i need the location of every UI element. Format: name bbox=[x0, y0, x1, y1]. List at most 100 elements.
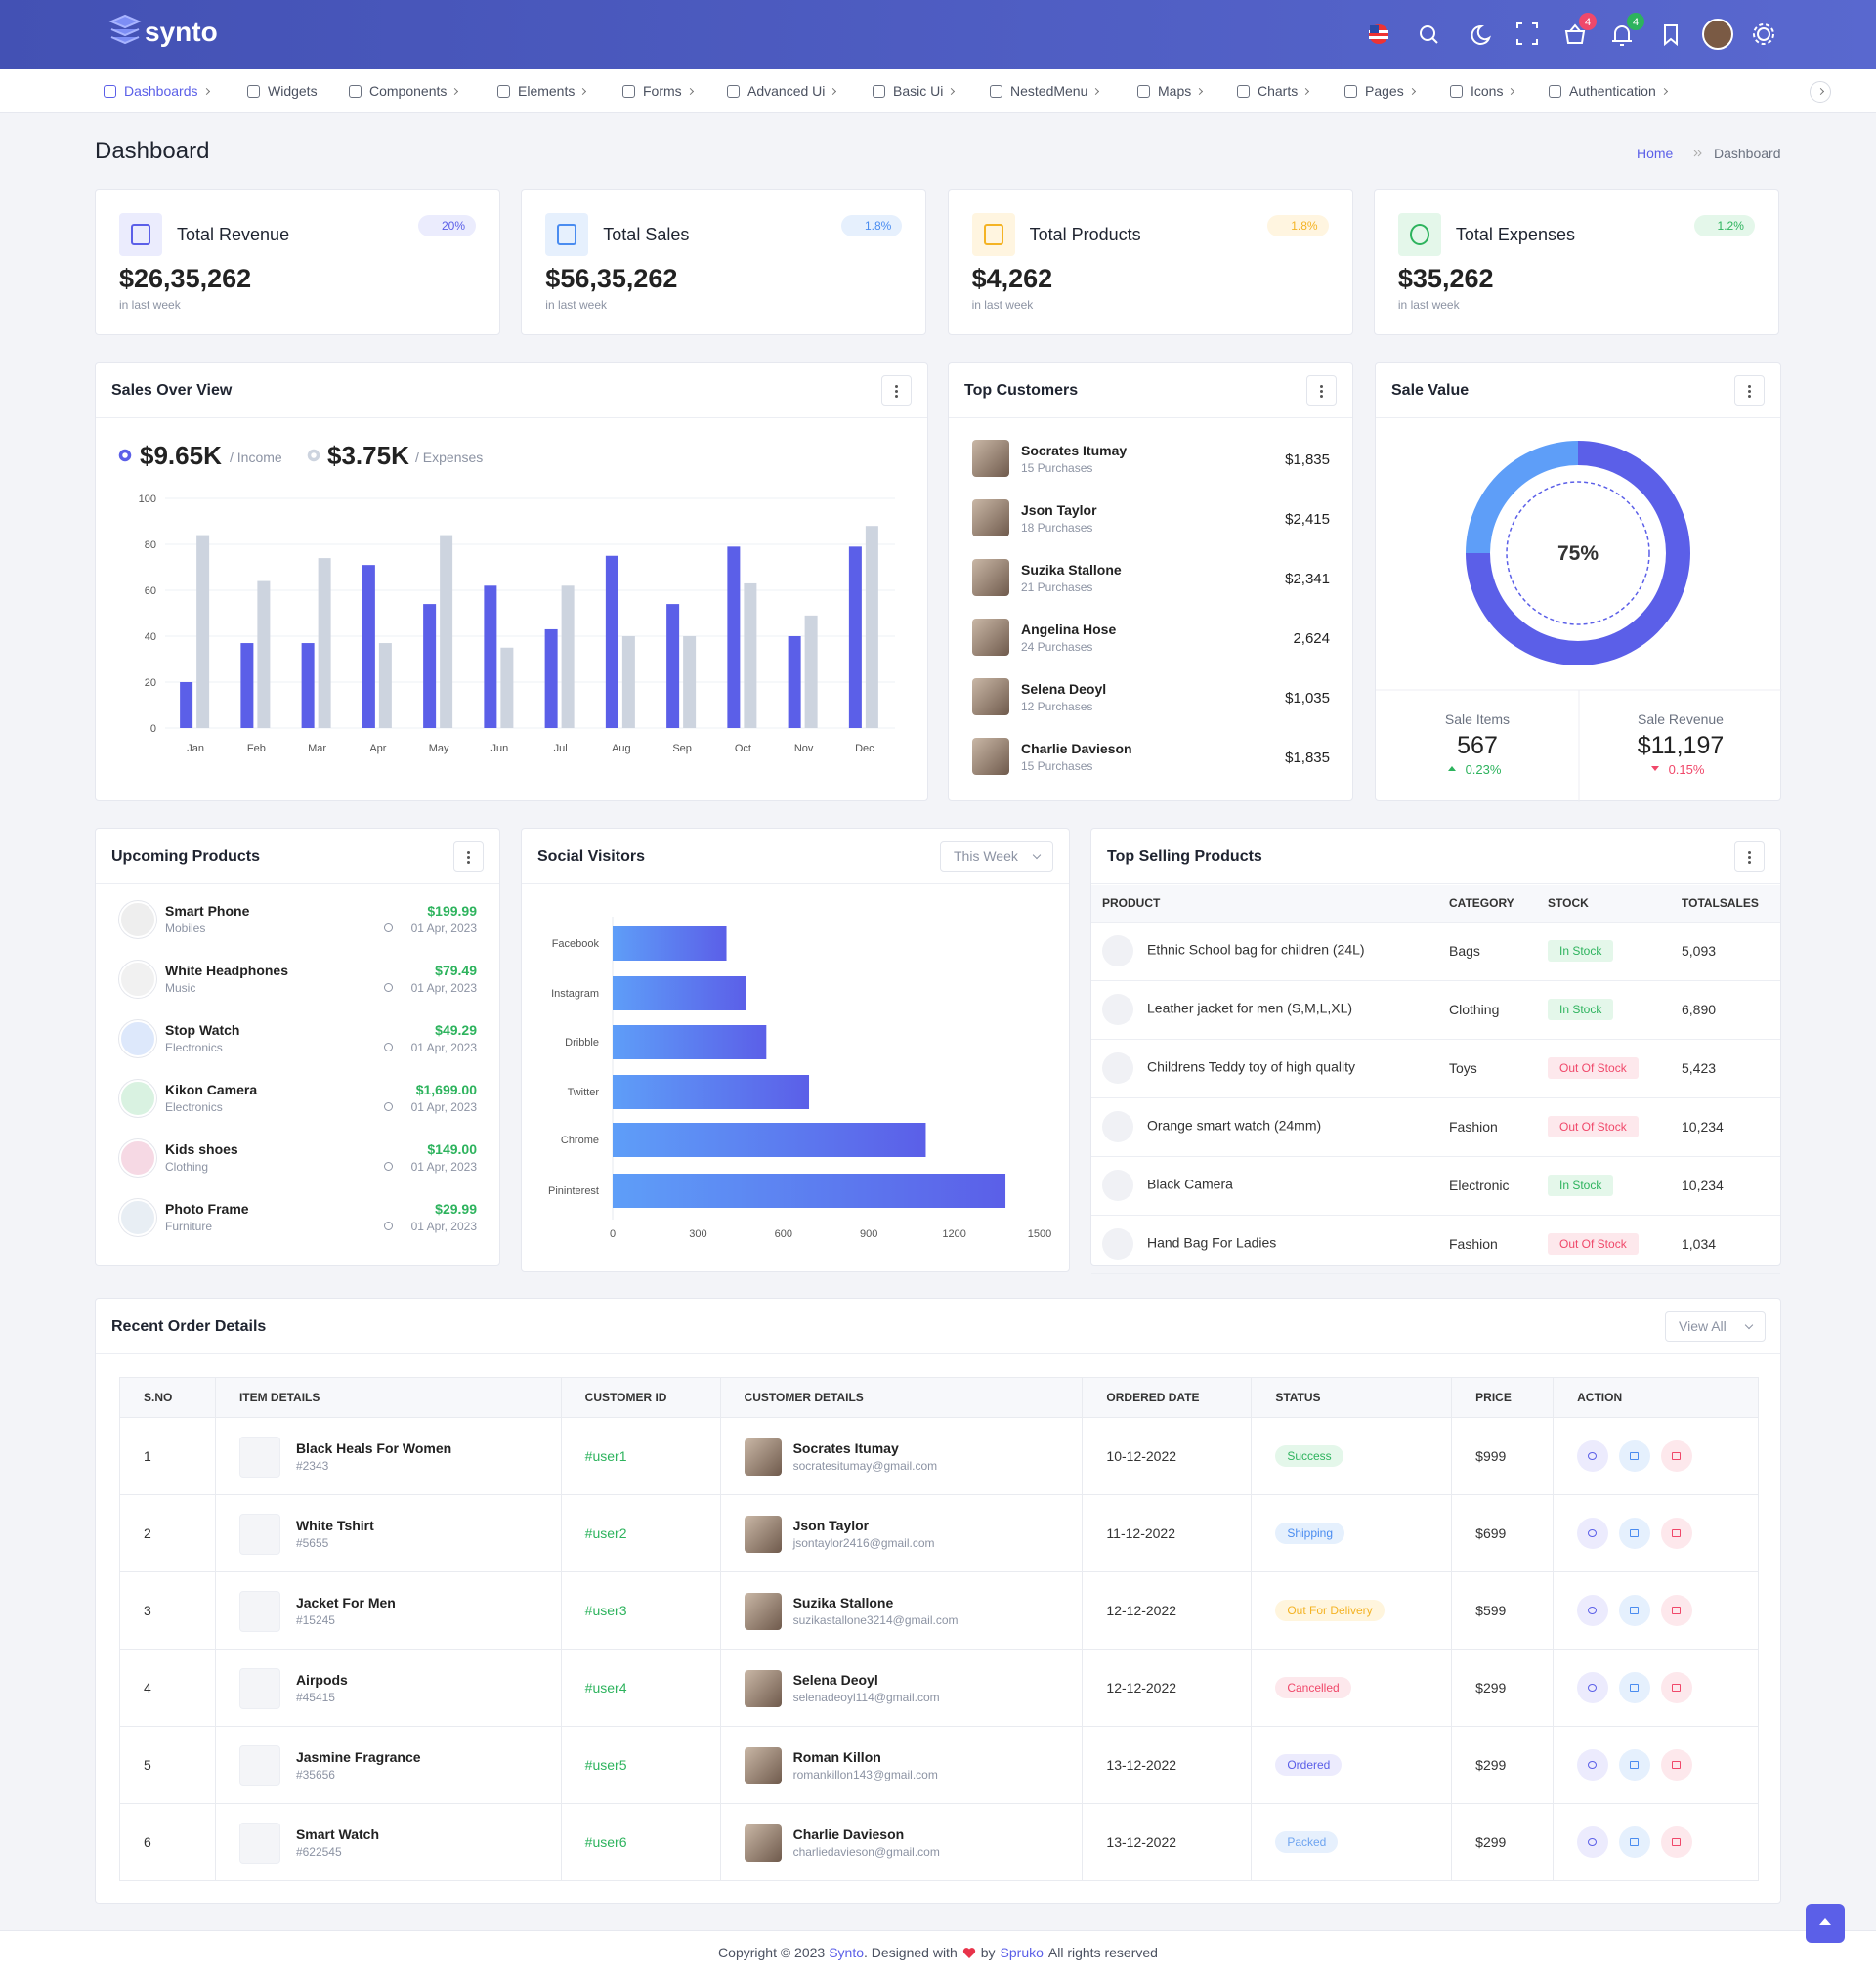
scroll-top[interactable] bbox=[1806, 1904, 1845, 1943]
stat-change: 1.2% bbox=[1693, 215, 1755, 236]
action-glyph bbox=[1672, 1838, 1682, 1846]
customer-avatar bbox=[744, 1824, 782, 1862]
view-all-button[interactable]: View All bbox=[1665, 1311, 1766, 1342]
dot bbox=[1748, 856, 1751, 859]
nav-icon bbox=[349, 85, 362, 98]
edit-button[interactable] bbox=[1619, 1826, 1651, 1858]
nav-chevron bbox=[1660, 87, 1668, 96]
bar bbox=[544, 628, 558, 728]
nav-label: Charts bbox=[1258, 83, 1299, 99]
inner-ring bbox=[1506, 481, 1650, 625]
cart-badge bbox=[1579, 13, 1597, 30]
menu-button[interactable] bbox=[1734, 841, 1765, 872]
delete-button[interactable] bbox=[1661, 1749, 1693, 1781]
item-name: Black Heals For Women bbox=[295, 1439, 452, 1456]
legend-total: $3.75K bbox=[327, 441, 409, 470]
product-icon bbox=[119, 1080, 156, 1117]
table-cell: Toys bbox=[1438, 1039, 1537, 1097]
pie-slice bbox=[1466, 441, 1690, 665]
theme-icon[interactable] bbox=[1471, 24, 1491, 45]
y-tick-label: 40 bbox=[145, 631, 156, 643]
nav-next[interactable] bbox=[1810, 81, 1831, 103]
bookmark-icon[interactable] bbox=[1664, 24, 1678, 47]
search-icon[interactable] bbox=[1420, 25, 1435, 41]
nav-item[interactable]: Basic Ui bbox=[873, 83, 956, 99]
nav-item[interactable]: Widgets bbox=[247, 83, 318, 99]
customer-purchases: 15 Purchases bbox=[1021, 461, 1093, 475]
table-cell: Jasmine Fragrance #35656 bbox=[215, 1726, 562, 1804]
nav-item[interactable]: Pages bbox=[1344, 83, 1416, 99]
action-glyph bbox=[1588, 1607, 1598, 1614]
view-button[interactable] bbox=[1577, 1595, 1609, 1626]
chart: 75% Sale Items 567 0.23% Sale Revenue $11,197… bbox=[1376, 441, 1782, 802]
dot bbox=[895, 390, 898, 393]
dot bbox=[895, 395, 898, 398]
flag[interactable] bbox=[1369, 24, 1388, 44]
price: $299 bbox=[1475, 1834, 1507, 1850]
table-cell: #user2 bbox=[561, 1494, 721, 1572]
nav-chevron bbox=[1408, 87, 1416, 96]
edit-button[interactable] bbox=[1619, 1595, 1651, 1626]
filter-dropdown[interactable]: This Week bbox=[940, 841, 1053, 872]
user-avatar[interactable] bbox=[1702, 19, 1733, 50]
menu-button[interactable] bbox=[1306, 375, 1337, 406]
nav-label: Maps bbox=[1158, 83, 1192, 99]
footer-text: by bbox=[980, 1945, 996, 1960]
fullscreen-icon[interactable] bbox=[1516, 22, 1538, 45]
customer-purchases: 24 Purchases bbox=[1021, 640, 1093, 654]
delete-button[interactable] bbox=[1661, 1518, 1693, 1549]
delete-button[interactable] bbox=[1661, 1826, 1693, 1858]
notification-icon[interactable] bbox=[1612, 25, 1632, 46]
nav-item[interactable]: Dashboards bbox=[104, 83, 210, 99]
customer-name: Json Taylor bbox=[1021, 502, 1097, 518]
order-date: 12-12-2022 bbox=[1106, 1680, 1177, 1695]
settings-icon[interactable] bbox=[1757, 27, 1770, 41]
menu-button[interactable] bbox=[1734, 375, 1765, 406]
table-cell: 13-12-2022 bbox=[1082, 1803, 1253, 1881]
nav-item[interactable]: Advanced Ui bbox=[727, 83, 837, 99]
edit-button[interactable] bbox=[1619, 1518, 1651, 1549]
bar bbox=[613, 976, 746, 1010]
view-button[interactable] bbox=[1577, 1749, 1609, 1781]
nav-item[interactable]: Elements bbox=[497, 83, 587, 99]
legend-marker bbox=[118, 449, 132, 462]
delete-button[interactable] bbox=[1661, 1440, 1693, 1472]
menu-button[interactable] bbox=[881, 375, 912, 406]
stat-value: $35,262 bbox=[1397, 264, 1494, 293]
view-button[interactable] bbox=[1577, 1518, 1609, 1549]
item-thumb bbox=[238, 1823, 280, 1864]
action-glyph bbox=[1672, 1452, 1682, 1460]
edit-button[interactable] bbox=[1619, 1749, 1651, 1781]
stat-title: Total Expenses bbox=[1455, 225, 1575, 244]
view-button[interactable] bbox=[1577, 1440, 1609, 1472]
delete-button[interactable] bbox=[1661, 1672, 1693, 1703]
product-name: Ethnic School bag for children (24L) bbox=[1147, 941, 1365, 958]
column-header: STATUS bbox=[1251, 1377, 1453, 1418]
nav-item[interactable]: Maps bbox=[1137, 83, 1204, 99]
footer-brand[interactable]: Synto bbox=[829, 1945, 865, 1960]
row-number: 5 bbox=[144, 1757, 151, 1773]
nav-item[interactable]: Authentication bbox=[1549, 83, 1668, 99]
column-header: CUSTOMER ID bbox=[561, 1377, 721, 1418]
nav-item[interactable]: Icons bbox=[1450, 83, 1515, 99]
product-category: Clothing bbox=[165, 1160, 209, 1174]
menu-button[interactable] bbox=[453, 841, 484, 872]
nav-item[interactable]: NestedMenu bbox=[990, 83, 1100, 99]
view-button[interactable] bbox=[1577, 1826, 1609, 1858]
edit-button[interactable] bbox=[1619, 1672, 1651, 1703]
nav-item[interactable]: Components bbox=[349, 83, 459, 99]
nav-item[interactable]: Charts bbox=[1237, 83, 1310, 99]
cell-text: Fashion bbox=[1449, 1236, 1498, 1252]
cart-icon[interactable] bbox=[1564, 23, 1586, 44]
customer-amount: $2,415 bbox=[1285, 511, 1330, 528]
footer-company[interactable]: Spruko bbox=[1000, 1945, 1044, 1960]
nav-item[interactable]: Forms bbox=[622, 83, 694, 99]
stat-card: Total Revenue 20% $26,35,262 in last week bbox=[95, 189, 500, 335]
breadcrumb-home[interactable]: Home bbox=[1637, 146, 1674, 161]
customer-name: Angelina Hose bbox=[1021, 622, 1117, 637]
view-button[interactable] bbox=[1577, 1672, 1609, 1703]
top-selling-table: PRODUCT CATEGORY STOCK TOTALSALES Ethnic Sch… bbox=[1091, 885, 1780, 1274]
stat-value: 567 bbox=[1457, 732, 1498, 759]
edit-button[interactable] bbox=[1619, 1440, 1651, 1472]
delete-button[interactable] bbox=[1661, 1595, 1693, 1626]
